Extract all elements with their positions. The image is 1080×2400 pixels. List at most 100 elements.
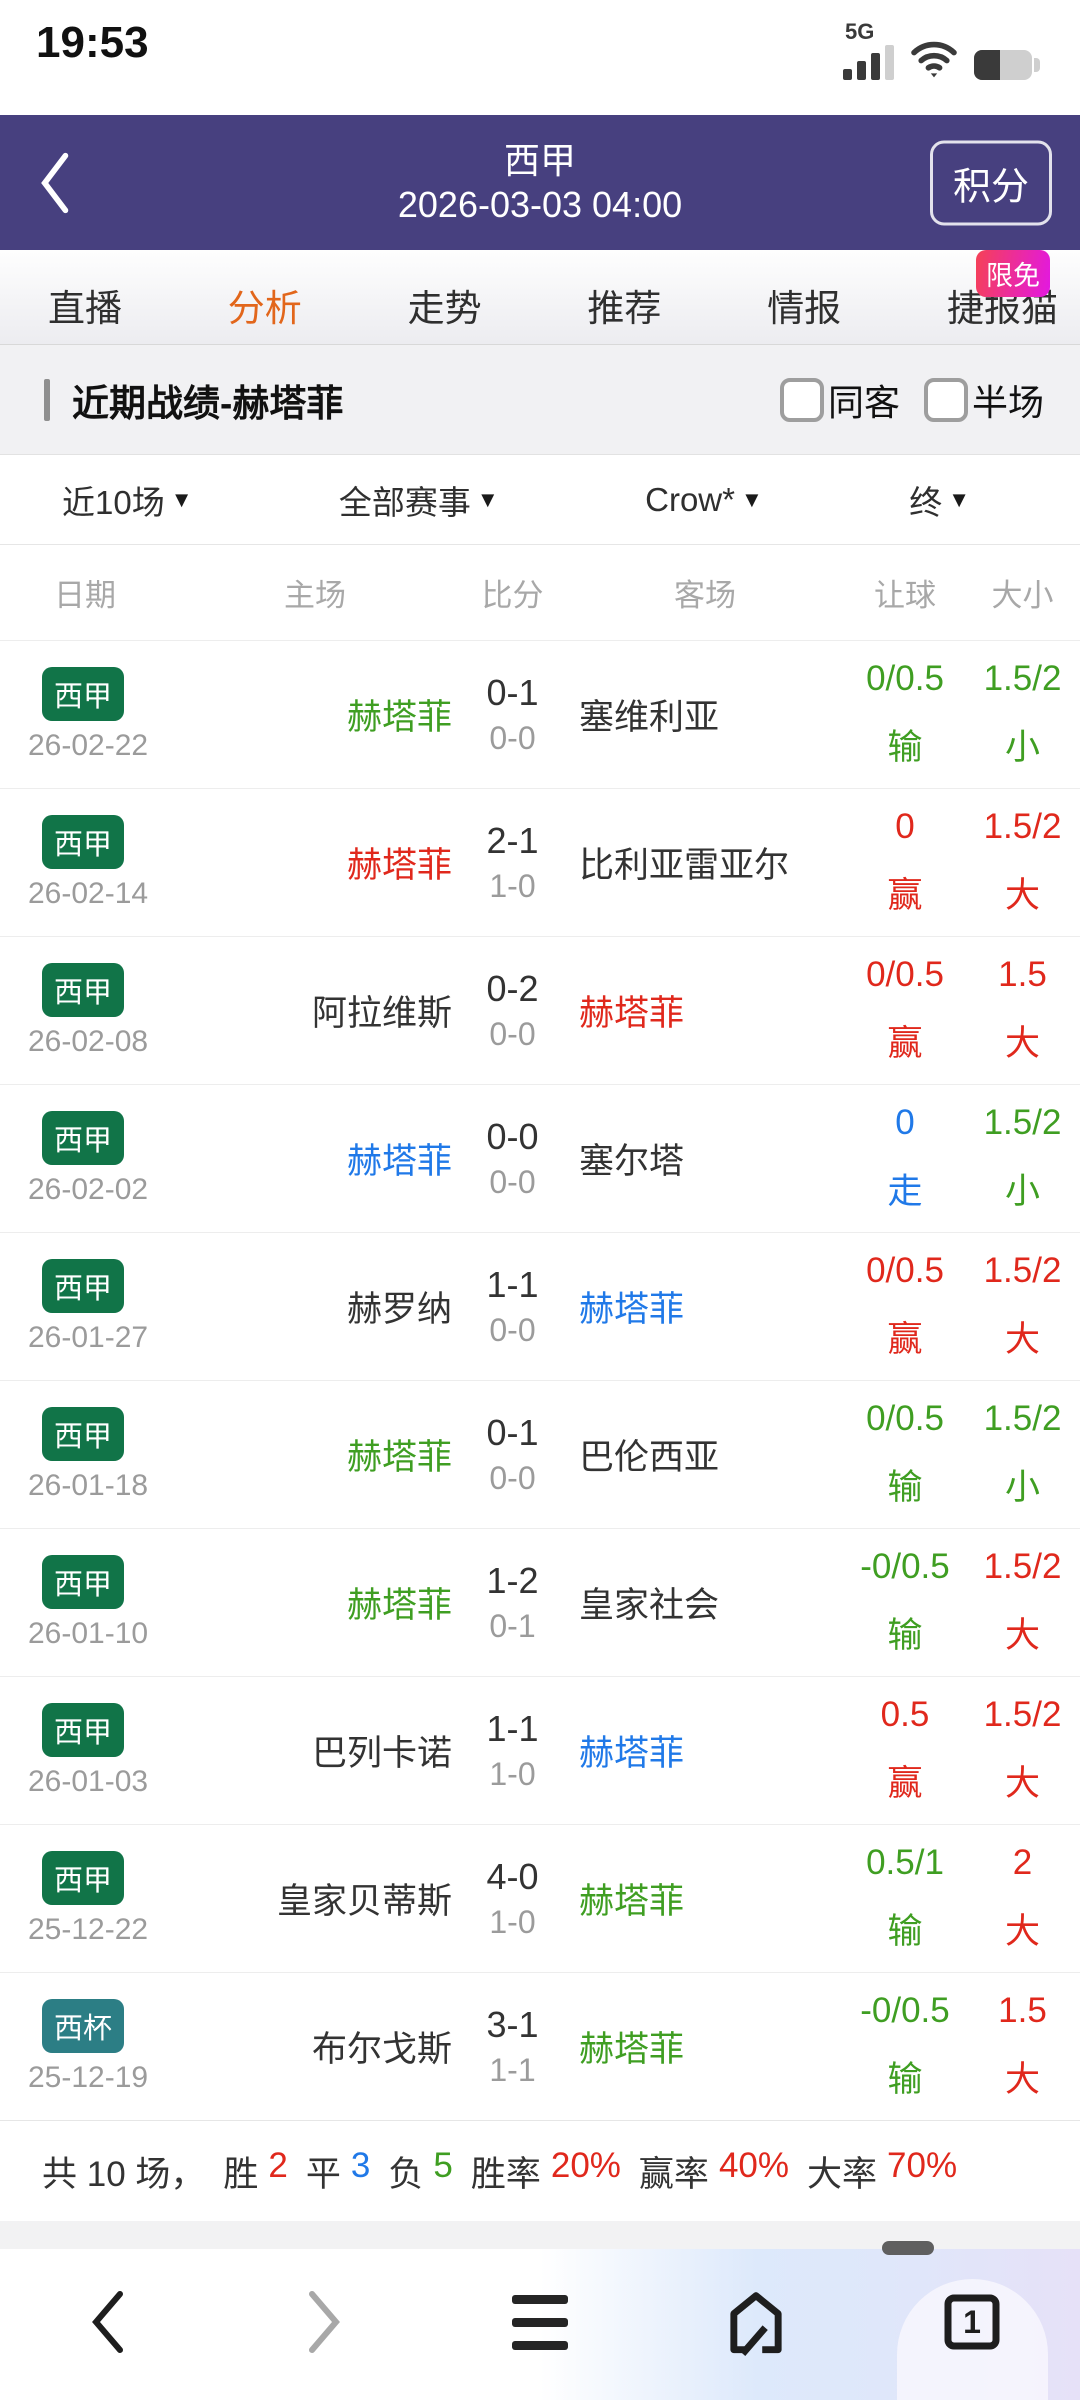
summary-value: 2 [268, 2145, 288, 2185]
table-row[interactable]: 西甲 26-01-18 赫塔菲 0-1 0-0 巴伦西亚 0/0.5 输 1.5/2 小 [0, 1380, 1080, 1528]
away-team: 赫塔菲 [579, 1290, 685, 1329]
column-header: 日期 [54, 578, 116, 613]
half-time-score: 0-1 [489, 1608, 536, 1644]
away-team: 赫塔菲 [579, 2030, 685, 2069]
chevron-down-icon: ▼ [740, 486, 763, 512]
table-row[interactable]: 西杯 25-12-19 布尔戈斯 3-1 1-1 赫塔菲 -0/0.5 输 1.5 大 [0, 1972, 1080, 2120]
summary-value: 5 [433, 2145, 453, 2185]
nav-forward-button[interactable] [216, 2267, 432, 2377]
match-date: 25-12-19 [28, 2060, 149, 2094]
checkbox-group: 同客 半场 [779, 374, 1044, 426]
checkbox-label: 半场 [971, 381, 1044, 423]
nav-back-button[interactable] [0, 2267, 216, 2377]
filter-dropdown-2[interactable]: 全部赛事 ▼ [339, 476, 499, 524]
over-under-value: 1.5 [998, 1991, 1047, 2030]
column-header: 客场 [674, 578, 736, 613]
handicap-value: 0.5/1 [866, 1843, 944, 1882]
filter-dropdown-1[interactable]: 近10场 ▼ [62, 476, 193, 524]
summary-label: 赢率 [638, 2154, 709, 2194]
table-row[interactable]: 西甲 26-01-27 赫罗纳 1-1 0-0 赫塔菲 0/0.5 赢 1.5/2 大 [0, 1232, 1080, 1380]
over-under-value: 1.5/2 [983, 1547, 1062, 1586]
tab-4[interactable]: 推荐 [587, 288, 662, 329]
column-header: 让球 [874, 578, 936, 613]
half-time-score: 1-1 [489, 2052, 536, 2088]
promo-badge: 限免 [976, 250, 1050, 297]
section-title: 近期战绩-赫塔菲 [72, 382, 344, 424]
full-time-score: 0-1 [486, 672, 539, 713]
home-team: 赫塔菲 [346, 846, 452, 885]
handicap-value: 0 [895, 1103, 915, 1142]
nav-menu-button[interactable] [432, 2267, 648, 2377]
tab-5[interactable]: 情报 [767, 288, 842, 329]
section-header: 近期战绩-赫塔菲 同客 半场 [0, 345, 1080, 455]
summary-row: 共 10 场，胜 2 平 3 负 5 胜率 20% 赢率 40% 大率 70% [0, 2120, 1080, 2221]
over-under-result: 小 [1004, 1172, 1040, 1211]
page-title: 西甲 [503, 139, 576, 181]
section-accent-bar [44, 378, 50, 421]
tab-1[interactable]: 直播 [48, 288, 122, 329]
handicap-value: 0/0.5 [866, 955, 944, 994]
league-badge: 西甲 [42, 962, 125, 1017]
chevron-down-icon: ▼ [948, 486, 970, 512]
match-date: 25-12-22 [28, 1912, 149, 1946]
tab-2[interactable]: 分析 [227, 288, 302, 329]
over-under-result: 大 [1004, 1024, 1040, 1063]
table-row[interactable]: 西甲 26-02-14 赫塔菲 2-1 1-0 比利亚雷亚尔 0 赢 1.5/2 大 [0, 788, 1080, 936]
table-row[interactable]: 西甲 26-02-08 阿拉维斯 0-2 0-0 赫塔菲 0/0.5 赢 1.5 大 [0, 936, 1080, 1084]
handicap-result: 输 [887, 728, 923, 767]
nav-home-button[interactable] [648, 2267, 864, 2377]
league-badge: 西甲 [42, 1110, 125, 1165]
over-under-value: 2 [1012, 1843, 1033, 1882]
over-under-value: 1.5/2 [983, 1251, 1062, 1290]
menu-icon [512, 2294, 568, 2350]
handicap-result: 赢 [887, 876, 923, 915]
table-row[interactable]: 西甲 26-01-10 赫塔菲 1-2 0-1 皇家社会 -0/0.5 输 1.5/2 大 [0, 1528, 1080, 1676]
table-header: 日期 主场 比分 客场 让球 大小 [0, 545, 1080, 640]
table-row[interactable]: 西甲 26-02-22 赫塔菲 0-1 0-0 塞维利亚 0/0.5 输 1.5/2 小 [0, 640, 1080, 788]
over-under-result: 大 [1004, 1320, 1040, 1359]
column-header: 大小 [991, 578, 1054, 613]
table-row[interactable]: 西甲 26-02-02 赫塔菲 0-0 0-0 塞尔塔 0 走 1.5/2 小 [0, 1084, 1080, 1232]
over-under-result: 大 [1004, 876, 1040, 915]
match-date: 26-02-22 [28, 728, 149, 762]
away-team: 塞维利亚 [579, 698, 720, 737]
table-row[interactable]: 西甲 26-01-03 巴列卡诺 1-1 1-0 赫塔菲 0.5 赢 1.5/2 大 [0, 1676, 1080, 1824]
away-team: 塞尔塔 [579, 1142, 685, 1181]
handicap-value: 0/0.5 [866, 659, 944, 698]
half-time-score: 0-0 [489, 1016, 536, 1052]
checkbox-2[interactable] [923, 377, 968, 422]
checkbox-1[interactable] [779, 377, 824, 422]
away-team: 赫塔菲 [579, 1734, 685, 1773]
summary-label: 平 [305, 2154, 341, 2194]
full-time-score: 4-0 [486, 1856, 539, 1897]
home-team: 皇家贝蒂斯 [276, 1882, 452, 1921]
over-under-result: 小 [1004, 1468, 1040, 1507]
standings-button[interactable]: 积分 [929, 140, 1052, 225]
back-chevron-icon [41, 152, 69, 213]
home-icon [730, 2292, 782, 2356]
cellular-signal-icon: 5G [843, 21, 894, 80]
half-time-score: 1-0 [489, 868, 536, 904]
match-date: 26-02-02 [28, 1172, 149, 1206]
half-time-score: 1-0 [489, 1904, 536, 1940]
handicap-value: 0/0.5 [866, 1251, 944, 1290]
nav-tabs-button[interactable]: 1 [864, 2267, 1080, 2377]
home-team: 赫罗纳 [346, 1290, 452, 1329]
tabs-icon [944, 2294, 1000, 2350]
tab-3[interactable]: 走势 [407, 288, 482, 329]
handicap-result: 走 [887, 1172, 923, 1211]
match-date: 26-01-03 [28, 1764, 149, 1798]
filter-dropdown-4[interactable]: 终 ▼ [909, 476, 970, 524]
summary-value: 40% [718, 2145, 789, 2185]
handicap-value: -0/0.5 [860, 1991, 950, 2030]
league-badge: 西甲 [42, 1850, 125, 1905]
over-under-value: 1.5 [998, 955, 1047, 994]
filter-dropdown-3[interactable]: Crow* ▼ [645, 481, 763, 519]
scroll-handle[interactable] [882, 2241, 934, 2255]
full-time-score: 0-0 [486, 1116, 539, 1157]
home-team: 巴列卡诺 [311, 1734, 452, 1773]
table-row[interactable]: 西甲 25-12-22 皇家贝蒂斯 4-0 1-0 赫塔菲 0.5/1 输 2 大 [0, 1824, 1080, 1972]
back-button[interactable] [26, 143, 86, 223]
summary-segment: 胜率 20% [471, 2146, 621, 2197]
